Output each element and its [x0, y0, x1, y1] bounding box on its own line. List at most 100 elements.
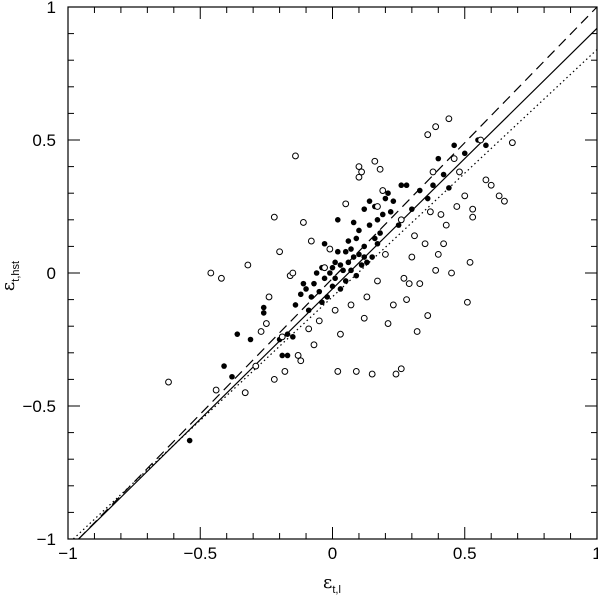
open-point [405, 280, 413, 288]
filled-point [446, 185, 452, 191]
x-axis-label: εt,l [323, 572, 341, 596]
open-point [440, 240, 447, 248]
x-axis-subscript: t,l [332, 584, 341, 596]
open-point [469, 205, 477, 213]
filled-point [361, 254, 368, 260]
tick-labels: −1 −0.5 0 0.5 1 −1 −0.5 0 0.5 1 [22, 0, 598, 563]
filled-point [247, 336, 254, 343]
open-point [463, 298, 471, 306]
open-point [432, 266, 440, 274]
solid-line [78, 27, 598, 540]
open-point [501, 197, 508, 205]
filled-point [308, 294, 315, 300]
open-point [508, 139, 516, 147]
filled-point [358, 262, 365, 268]
filled-point [348, 246, 354, 252]
open-point [352, 368, 360, 375]
open-point [358, 168, 365, 176]
filled-point [260, 310, 267, 316]
filled-point [345, 238, 352, 244]
open-point [241, 389, 249, 397]
open-point [456, 168, 463, 176]
filled-point [398, 182, 405, 189]
x-tick-label: 0 [328, 544, 337, 563]
filled-point [221, 363, 227, 369]
open-point [416, 280, 424, 288]
open-point [400, 274, 408, 282]
filled-point [356, 251, 362, 258]
filled-point [305, 307, 312, 314]
open-point [371, 157, 379, 165]
open-point [347, 301, 355, 309]
fit-lines [72, 6, 598, 540]
filled-point [435, 155, 442, 162]
filled-point [334, 248, 341, 255]
open-point [442, 221, 450, 229]
open-point [434, 250, 442, 258]
filled-point [390, 198, 397, 204]
filled-point [327, 270, 333, 276]
filled-point [461, 150, 468, 157]
filled-point [303, 286, 309, 292]
x-tick-label: −0.5 [183, 544, 217, 563]
filled-point [234, 331, 241, 337]
data-points [165, 115, 516, 444]
filled-point [353, 272, 360, 279]
open-point [289, 269, 297, 277]
open-point [389, 301, 397, 309]
open-point [424, 131, 432, 139]
filled-point [382, 195, 389, 202]
open-point [363, 293, 371, 301]
filled-point [353, 235, 360, 242]
filled-point [345, 259, 352, 266]
open-point [445, 115, 453, 123]
filled-point [186, 437, 193, 444]
filled-point [374, 240, 381, 247]
plot-frame [67, 6, 598, 540]
filled-point [342, 278, 349, 284]
y-tick-label: 0.5 [32, 131, 56, 150]
open-point [408, 253, 416, 261]
open-point [326, 245, 334, 253]
filled-point [337, 286, 344, 292]
filled-point [311, 280, 317, 287]
filled-point [403, 182, 410, 189]
filled-point [387, 209, 394, 215]
open-point [477, 136, 485, 144]
open-point [413, 328, 421, 335]
open-point [257, 328, 265, 335]
x-axis-symbol: ε [323, 572, 332, 593]
filled-point [372, 235, 378, 242]
open-point [212, 386, 220, 394]
open-point [218, 274, 225, 282]
filled-point [334, 217, 341, 223]
open-point [294, 352, 302, 359]
open-point [165, 378, 172, 386]
x-tick-label: 1 [592, 544, 598, 563]
open-point [448, 269, 455, 277]
open-point [265, 293, 273, 301]
filled-point [319, 299, 325, 306]
filled-point [451, 142, 457, 149]
open-point [432, 123, 440, 131]
open-point [397, 365, 405, 373]
open-point [278, 333, 286, 341]
filled-point [329, 264, 336, 271]
open-point [270, 213, 278, 221]
filled-point [313, 270, 320, 276]
filled-point [424, 195, 431, 202]
filled-point [483, 142, 489, 149]
open-point [392, 370, 400, 378]
filled-point [409, 206, 415, 212]
open-point [342, 200, 350, 208]
filled-point [329, 283, 336, 290]
filled-point [284, 352, 291, 359]
open-point [429, 168, 437, 176]
filled-point [416, 187, 423, 194]
open-point [300, 219, 307, 226]
y-tick-label: −0.5 [22, 397, 56, 416]
filled-point [377, 230, 383, 236]
open-point [487, 181, 495, 189]
dotted-line [72, 49, 598, 540]
filled-point [348, 267, 354, 274]
